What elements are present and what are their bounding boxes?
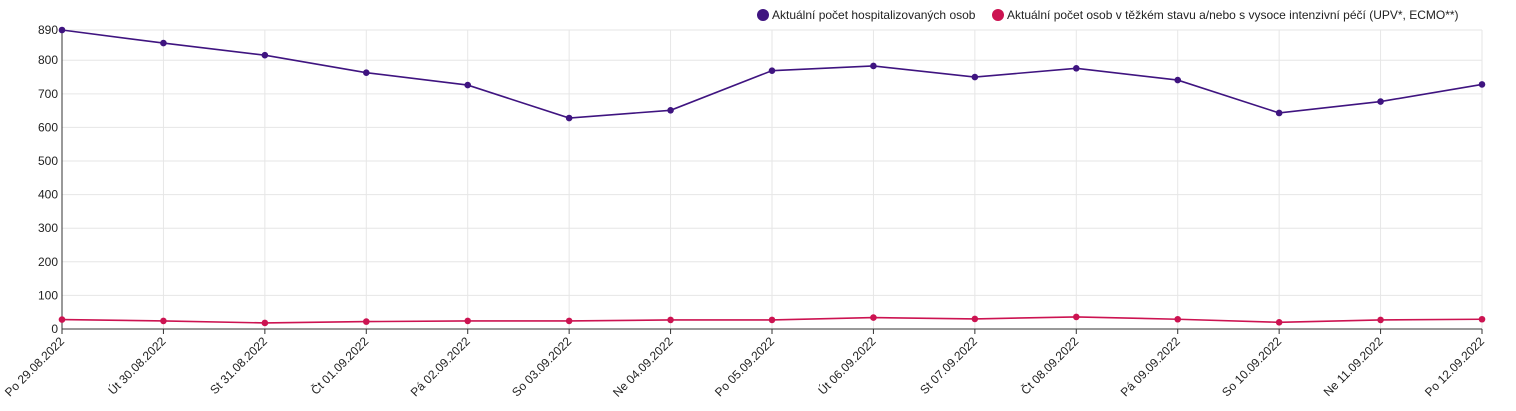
x-tick-label: So 10.09.2022	[1219, 334, 1284, 399]
axes: 0 100 200 300 400 500 600 700 800 890 Po 29.08.202…	[2, 23, 1487, 400]
data-point[interactable]	[667, 316, 674, 324]
series-2	[58, 313, 1486, 327]
x-tick-label: St 31.08.2022	[207, 334, 270, 397]
x-tick-label: Čt 01.09.2022	[307, 333, 371, 397]
data-point[interactable]	[971, 73, 979, 81]
data-point[interactable]	[362, 318, 370, 325]
data-point[interactable]	[1478, 315, 1486, 323]
y-tick-label: 0	[51, 322, 58, 336]
data-point[interactable]	[261, 319, 269, 327]
x-tick-label: So 03.09.2022	[509, 334, 574, 399]
series	[58, 26, 1486, 327]
data-point[interactable]	[1072, 313, 1080, 321]
x-tick-label: St 07.09.2022	[917, 334, 980, 397]
data-point[interactable]	[58, 316, 66, 323]
x-tick-label: Pá 02.09.2022	[408, 334, 473, 399]
data-point[interactable]	[160, 39, 167, 47]
data-point[interactable]	[971, 315, 979, 323]
data-point[interactable]	[1174, 76, 1182, 84]
y-tick-label: 700	[38, 87, 58, 101]
data-point[interactable]	[362, 69, 370, 76]
data-point[interactable]	[565, 114, 573, 122]
data-point[interactable]	[160, 317, 167, 325]
data-point[interactable]	[1377, 98, 1384, 105]
data-point[interactable]	[870, 62, 877, 70]
data-point[interactable]	[1478, 81, 1486, 88]
y-tick-label: 100	[38, 288, 58, 302]
legend-marker	[757, 9, 769, 21]
y-tick-label: 500	[38, 154, 58, 168]
y-tick-label: 300	[38, 221, 58, 235]
y-tick-label: 600	[38, 120, 58, 134]
data-point[interactable]	[768, 316, 776, 324]
y-tick-label: 890	[38, 23, 58, 37]
data-point[interactable]	[768, 67, 776, 74]
data-point[interactable]	[1174, 315, 1182, 323]
x-tick-label: Út 30.08.2022	[105, 333, 169, 397]
x-tick-label: Po 12.09.2022	[1422, 334, 1487, 399]
y-tick-label: 200	[38, 255, 58, 269]
grid	[62, 29, 1483, 329]
y-tick-label: 800	[38, 53, 58, 67]
x-tick-label: Út 06.09.2022	[815, 333, 879, 397]
legend-label: Aktuální počet hospitalizovaných osob	[772, 8, 976, 22]
series-1	[58, 26, 1486, 122]
data-point[interactable]	[1072, 64, 1080, 72]
x-tick-label: Ne 11.09.2022	[1321, 334, 1386, 399]
x-tick-label: Po 05.09.2022	[712, 334, 777, 399]
data-point[interactable]	[565, 317, 573, 325]
x-tick-label: Čt 08.09.2022	[1017, 333, 1081, 397]
data-point[interactable]	[261, 51, 269, 59]
data-point[interactable]	[870, 314, 877, 321]
legend-item-2[interactable]: Aktuální počet osob v těžkém stavu a/neb…	[992, 8, 1459, 22]
data-point[interactable]	[1377, 316, 1384, 324]
legend: Aktuální počet hospitalizovaných osob Akt…	[757, 8, 1459, 22]
data-point[interactable]	[667, 106, 674, 114]
data-point[interactable]	[1275, 109, 1283, 117]
x-tick-label: Pá 09.09.2022	[1118, 334, 1183, 399]
data-point[interactable]	[464, 81, 472, 89]
legend-label: Aktuální počet osob v těžkém stavu a/neb…	[1007, 8, 1459, 22]
legend-item-1[interactable]: Aktuální počet hospitalizovaných osob	[757, 8, 976, 22]
data-point[interactable]	[464, 317, 472, 325]
y-tick-label: 400	[38, 188, 58, 202]
x-tick-label: Po 29.08.2022	[2, 334, 67, 399]
data-point[interactable]	[1275, 318, 1283, 326]
x-tick-label: Ne 04.09.2022	[610, 334, 676, 400]
data-point[interactable]	[58, 26, 66, 34]
legend-marker	[992, 9, 1004, 21]
